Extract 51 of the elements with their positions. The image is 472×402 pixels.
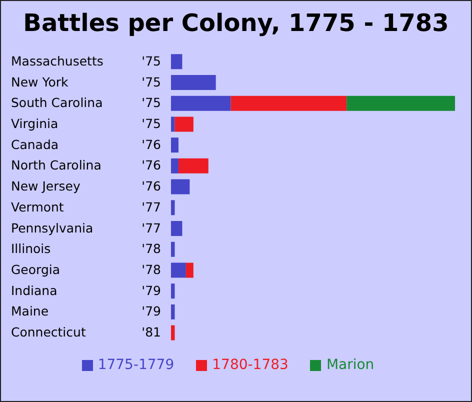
legend-label: 1780-1783	[211, 357, 288, 373]
y-tick-label: Georgia	[11, 262, 60, 277]
y-tick-label: North Carolina	[11, 158, 102, 173]
bar	[174, 116, 194, 132]
bar	[171, 284, 175, 299]
bar	[171, 242, 175, 257]
y-tick-label: South Carolina	[11, 95, 103, 110]
text: '79	[142, 304, 162, 319]
bar	[186, 262, 194, 278]
bar	[346, 96, 455, 111]
text: '75	[142, 74, 161, 90]
text: '76	[142, 158, 162, 173]
legend-label: Marion	[325, 357, 374, 373]
y-tick-label: Maine	[11, 304, 49, 319]
text: '78	[142, 262, 162, 277]
y-tick-label: Illinois	[11, 241, 51, 256]
bar	[171, 54, 182, 70]
text: '77	[142, 220, 161, 236]
text: '75	[142, 95, 161, 110]
bar	[171, 116, 175, 132]
bar	[171, 179, 190, 194]
y-tick-label: Massachusetts	[11, 53, 104, 68]
text: '76	[142, 178, 162, 194]
y-tick-label: Indiana	[11, 282, 58, 298]
text: '77	[142, 199, 161, 214]
y-tick-label: New Jersey	[11, 178, 81, 194]
bar	[230, 96, 347, 111]
bar	[171, 325, 175, 340]
text: '78	[142, 241, 162, 256]
bar	[171, 158, 178, 174]
text: '75	[142, 116, 161, 131]
bar	[171, 304, 175, 320]
chart-title: Battles per Colony, 1775 - 1783	[22, 9, 450, 37]
legend-label: 1775-1779	[96, 357, 174, 373]
bar	[171, 74, 216, 90]
y-tick-label: Canada	[11, 136, 59, 152]
text: '75	[142, 53, 161, 68]
y-tick-label: New York	[11, 74, 69, 90]
bar	[171, 262, 186, 278]
text: '81	[142, 324, 161, 340]
bar	[171, 138, 178, 153]
text: '79	[142, 282, 162, 298]
text: '76	[142, 136, 162, 152]
y-tick-label: Virginia	[11, 116, 58, 131]
y-tick-label: Vermont	[11, 199, 64, 214]
bar	[171, 200, 175, 216]
bar	[171, 220, 182, 236]
y-tick-label: Connecticut	[11, 324, 86, 340]
bar	[171, 96, 231, 111]
bar	[178, 158, 208, 174]
y-tick-label: Pennsylvania	[11, 220, 94, 236]
